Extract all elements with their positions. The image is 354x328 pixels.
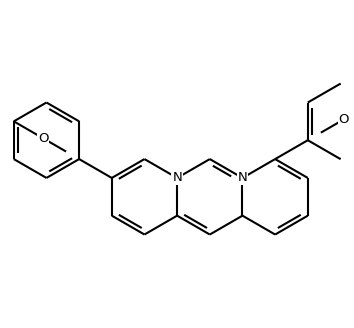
Text: N: N	[238, 172, 247, 184]
Text: N: N	[172, 172, 182, 184]
Text: O: O	[338, 113, 349, 126]
Text: O: O	[38, 132, 48, 145]
